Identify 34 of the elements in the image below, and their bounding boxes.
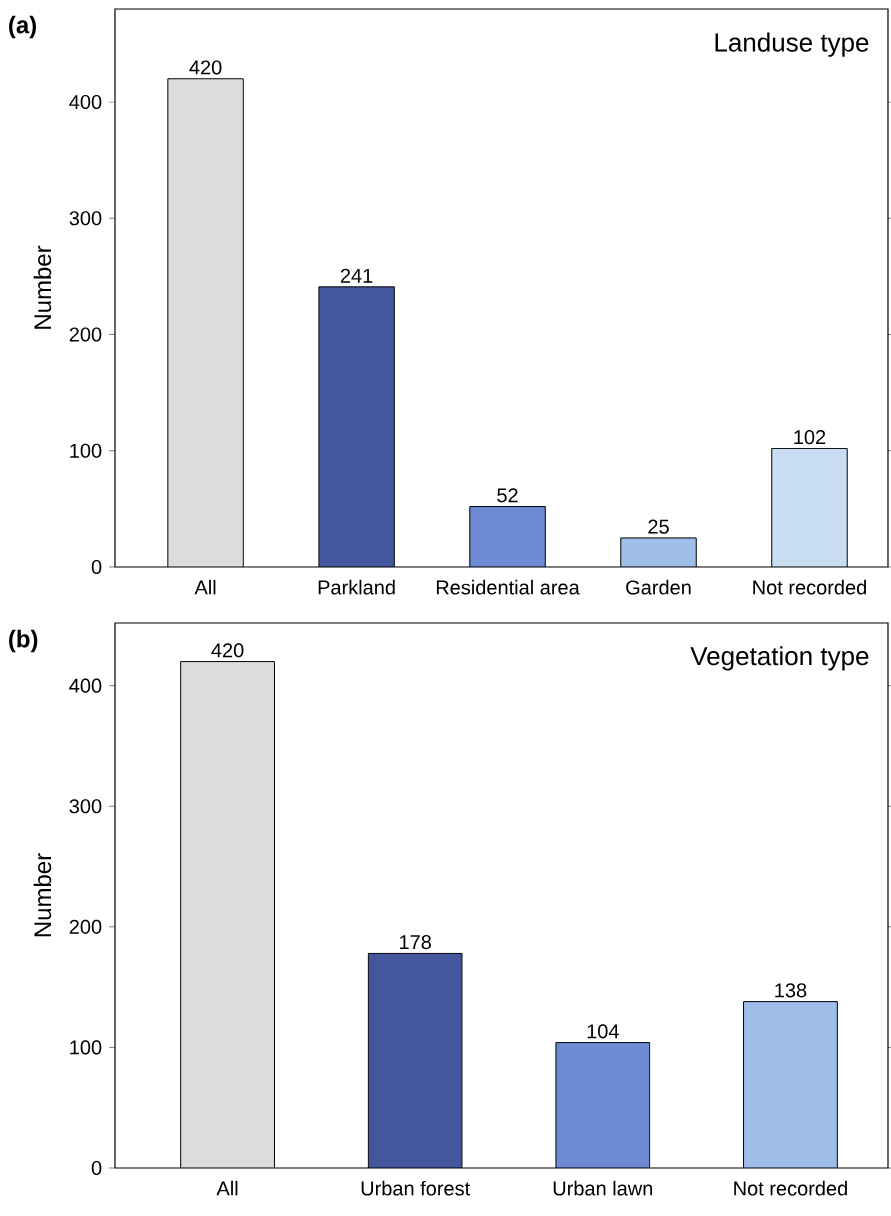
text: (a) xyxy=(9,15,36,39)
data-label: 138 xyxy=(775,983,807,998)
data-label: 102 xyxy=(794,430,826,445)
x-tick-label: All xyxy=(216,1180,238,1196)
data-label: 178 xyxy=(400,935,431,950)
y-tick-label: 300 xyxy=(69,799,102,814)
y-tick-label: 400 xyxy=(69,678,102,693)
text: Landuse type xyxy=(715,32,869,57)
x-tick-label: Garden xyxy=(626,579,691,595)
x-tick-label: Residential area xyxy=(436,579,580,595)
y-tick-label: 0 xyxy=(91,559,102,575)
y-tick-label: 100 xyxy=(70,443,102,458)
x-tick-label: Urban forest xyxy=(361,1180,471,1196)
y-tick-label: 200 xyxy=(69,919,102,934)
text: Vegetation type xyxy=(690,646,869,671)
x-tick-label: All xyxy=(194,579,216,595)
x-tick-label: Parkland xyxy=(318,579,395,595)
y-axis-title: Number xyxy=(33,853,52,937)
data-label: 104 xyxy=(587,1024,619,1039)
x-tick-label: Not recorded xyxy=(734,1180,847,1196)
y-tick-label: 400 xyxy=(69,94,102,110)
data-label: 25 xyxy=(648,519,669,534)
x-tick-label: Urban lawn xyxy=(553,1180,653,1196)
data-label: 241 xyxy=(340,268,373,283)
text: (b) xyxy=(9,629,38,653)
data-label: 52 xyxy=(497,488,518,503)
data-label: 420 xyxy=(211,643,244,658)
y-tick-label: 300 xyxy=(69,211,102,226)
x-tick-label: Not recorded xyxy=(753,579,866,595)
y-tick-label: 100 xyxy=(70,1040,102,1055)
y-axis-title: Number xyxy=(33,245,52,329)
y-tick-label: 0 xyxy=(91,1160,102,1176)
data-label: 420 xyxy=(189,60,222,75)
y-tick-label: 200 xyxy=(69,327,102,342)
